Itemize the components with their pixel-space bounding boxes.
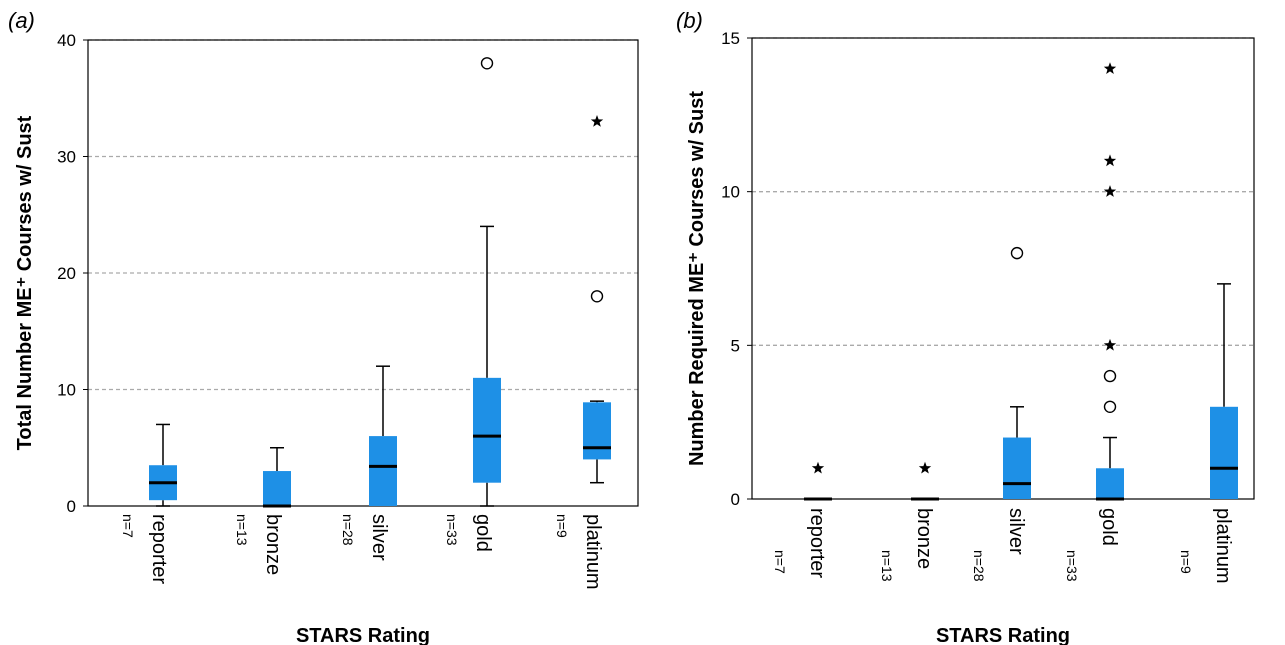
box-gold xyxy=(1096,62,1124,501)
outlier-star xyxy=(811,461,825,474)
box-bronze xyxy=(263,447,291,508)
outlier-circle xyxy=(1103,400,1117,413)
outlier-circle xyxy=(590,290,604,303)
panel-a: (a) 0 10 20 30 40 Total Number ME⁺ Courses w/ … xyxy=(8,8,639,645)
y-tick-label: 10 xyxy=(57,381,76,400)
panel-tag: (b) xyxy=(676,8,703,33)
box-silver xyxy=(369,365,397,506)
y-tick-label: 0 xyxy=(731,490,740,509)
iqr-box xyxy=(263,471,291,506)
n-label: n=13 xyxy=(234,514,250,546)
y-tick-label: 0 xyxy=(67,497,76,516)
iqr-box xyxy=(473,377,501,483)
plot-frame xyxy=(751,37,1255,500)
category-label: gold xyxy=(1098,508,1120,546)
n-label: n=13 xyxy=(879,550,895,582)
outlier-star xyxy=(1103,185,1117,197)
box-platinum xyxy=(583,115,611,484)
category-label: reporter xyxy=(148,514,170,584)
n-label: n=33 xyxy=(1064,550,1080,582)
x-axis-label: STARS Rating xyxy=(936,625,1070,645)
outlier-circle xyxy=(1010,246,1024,260)
iqr-box xyxy=(369,436,397,506)
n-label: n=7 xyxy=(772,550,788,574)
outlier-circle xyxy=(1103,369,1117,383)
box-reporter xyxy=(149,423,177,507)
box-silver xyxy=(1003,246,1031,499)
outlier-star xyxy=(1103,62,1117,74)
outlier-star xyxy=(1103,154,1117,167)
outlier-star xyxy=(1103,338,1117,351)
y-axis-label: Total Number ME⁺ Courses w/ Sust xyxy=(14,115,36,450)
iqr-box xyxy=(1210,406,1238,499)
outlier-star xyxy=(590,115,604,127)
n-label: n=33 xyxy=(444,514,460,546)
category-label: platinum xyxy=(1212,508,1234,584)
n-label: n=9 xyxy=(1178,550,1194,574)
y-tick-label: 30 xyxy=(57,148,76,167)
n-label: n=28 xyxy=(971,550,987,582)
n-label: n=7 xyxy=(120,514,136,538)
y-tick-label: 15 xyxy=(721,29,740,48)
y-axis-label: Number Required ME⁺ Courses w/ Sust xyxy=(686,91,708,466)
category-label: platinum xyxy=(582,514,604,590)
y-tick-label: 40 xyxy=(57,31,76,50)
x-axis-label: STARS Rating xyxy=(296,625,430,645)
panel-tag: (a) xyxy=(8,8,35,33)
y-tick-label: 5 xyxy=(731,336,740,355)
outlier-circle xyxy=(480,57,494,70)
iqr-box xyxy=(1003,437,1031,499)
y-tick-label: 10 xyxy=(721,183,740,202)
iqr-box xyxy=(1096,468,1124,499)
category-label: silver xyxy=(368,514,390,561)
outlier-star xyxy=(918,461,932,474)
category-label: silver xyxy=(1005,508,1027,555)
box-bronze xyxy=(911,461,939,501)
n-label: n=9 xyxy=(554,514,570,538)
y-tick-label: 20 xyxy=(57,264,76,283)
category-label: gold xyxy=(472,514,494,552)
box-platinum xyxy=(1210,283,1238,499)
box-gold xyxy=(473,57,501,507)
category-label: bronze xyxy=(913,508,935,569)
panel-b: (b) 0 5 10 15 Number Required ME⁺ Courses w/ … xyxy=(676,8,1255,645)
category-label: bronze xyxy=(262,514,284,575)
category-label: reporter xyxy=(806,508,828,578)
n-label: n=28 xyxy=(340,514,356,546)
iqr-box xyxy=(583,402,611,460)
box-reporter xyxy=(804,461,832,501)
